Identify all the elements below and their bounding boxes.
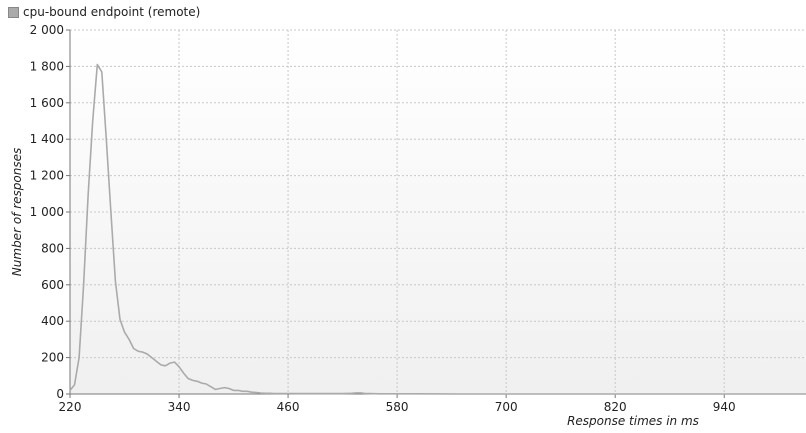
x-tick-label: 340 bbox=[168, 400, 191, 414]
y-tick-label: 1 000 bbox=[30, 205, 64, 219]
y-tick-label: 1 400 bbox=[30, 132, 64, 146]
x-tick-label: 580 bbox=[386, 400, 409, 414]
series-group bbox=[69, 63, 806, 395]
y-tick-label: 2 000 bbox=[30, 23, 64, 37]
y-tick-label: 1 200 bbox=[30, 169, 64, 183]
series-line bbox=[69, 63, 806, 395]
chart-legend: cpu-bound endpoint (remote) bbox=[8, 5, 200, 19]
legend-swatch bbox=[8, 6, 19, 18]
x-tick-label: 820 bbox=[604, 400, 627, 414]
legend-label: cpu-bound endpoint (remote) bbox=[23, 5, 201, 19]
x-axis-label: Response times in ms bbox=[567, 414, 699, 428]
y-tick-label: 600 bbox=[41, 278, 64, 292]
y-tick-label: 200 bbox=[41, 351, 64, 365]
y-tick-label: 0 bbox=[56, 387, 64, 401]
x-axis-ticks: 220 340 460 580 700 820 940 bbox=[59, 394, 736, 414]
y-tick-label: 1 600 bbox=[30, 96, 64, 110]
x-tick-label: 460 bbox=[277, 400, 300, 414]
x-tick-label: 220 bbox=[59, 400, 82, 414]
y-tick-label: 800 bbox=[41, 241, 64, 255]
y-tick-label: 400 bbox=[41, 314, 64, 328]
y-axis-label: Number of responses bbox=[10, 148, 24, 276]
x-tick-label: 940 bbox=[713, 400, 736, 414]
grid bbox=[70, 29, 806, 394]
x-tick-label: 700 bbox=[495, 400, 518, 414]
y-axis-ticks: 0 200 400 600 800 1 000 1 200 1 400 1 600 1 800 2 … bbox=[30, 23, 70, 401]
y-tick-label: 1 800 bbox=[30, 59, 64, 73]
